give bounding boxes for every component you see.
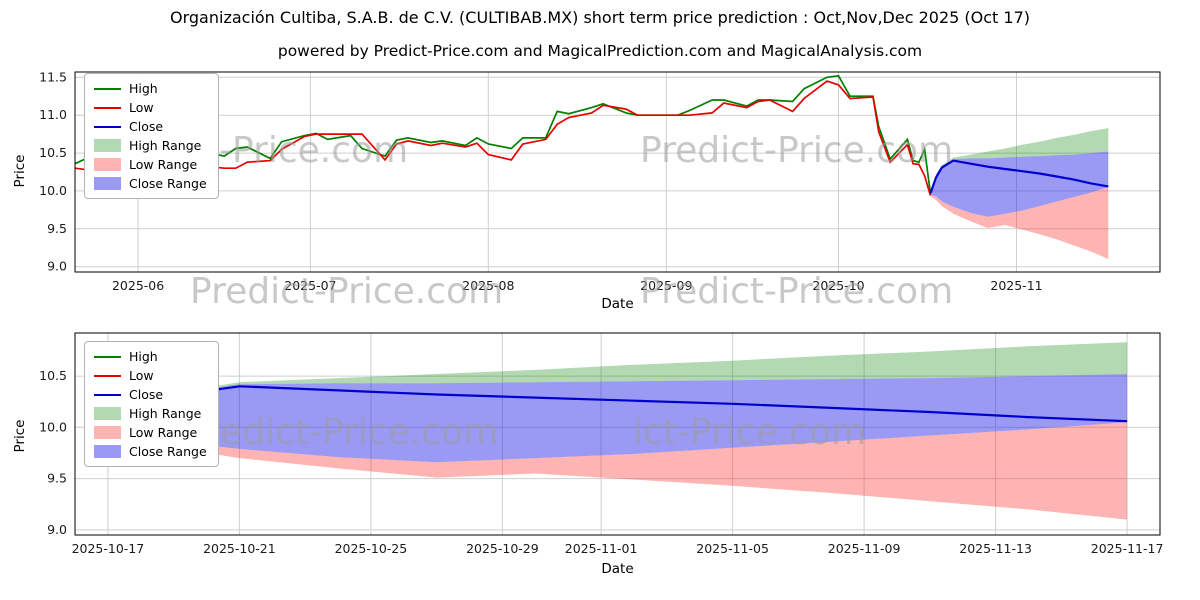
low-range-band [107,422,1128,520]
x-tick-label: 2025-11-09 [828,541,901,556]
legend-label: Low Range [129,425,198,440]
x-tick-label: 2025-11-17 [1091,541,1164,556]
low-range-band [930,187,1109,260]
grid: 9.0 9.5 10.0 10.5 11.0 11.5 2025-06 2025-07 2025… [39,69,1160,293]
legend-item-close-range: Close Range [94,444,207,459]
y-tick-label: 10.5 [39,368,67,383]
page-title: Organización Cultiba, S.A.B. de C.V. (CU… [170,8,1030,27]
bottom-chart: 9.0 9.5 10.0 10.5 2025-10-17 2025-10-21 2025-1… [39,332,1163,556]
y-tick-label: 9.0 [47,259,67,274]
top-chart: 9.0 9.5 10.0 10.5 11.0 11.5 2025-06 2025-07 2025… [39,69,1161,293]
close-line [929,159,1109,194]
low-swatch [94,106,121,109]
legend-item-low-range: Low Range [94,157,207,172]
bottom-x-axis-label: Date [601,561,634,577]
legend-item-close: Close [94,119,207,134]
legend-label: Close Range [129,176,207,191]
legend-item-low: Low [94,368,207,383]
legend-label: High Range [129,406,202,421]
x-tick-label: 2025-09 [640,278,692,293]
x-tick-label: 2025-11 [990,278,1042,293]
low-range-swatch [94,426,121,439]
x-tick-label: 2025-08 [462,278,514,293]
x-tick-label: 2025-07 [284,278,336,293]
y-tick-label: 9.5 [47,221,67,236]
legend-label: Low [129,368,154,383]
bottom-y-axis-label: Price [12,419,28,453]
close-range-band [107,374,1128,463]
legend-label: Close Range [129,444,207,459]
legend-item-close: Close [94,387,207,402]
low-range-swatch [94,158,121,171]
y-tick-label: 11.5 [39,69,67,84]
legend-label: Close [129,387,164,402]
legend-item-high: High [94,349,207,364]
close-range-band [930,151,1109,217]
legend-item-high-range: High Range [94,406,207,421]
legend-item-high: High [94,81,207,96]
high-range-swatch [94,139,121,152]
plot-border [74,332,1161,536]
x-tick-label: 2025-06 [112,278,164,293]
y-tick-label: 11.0 [39,107,67,122]
close-swatch [94,393,121,396]
legend-item-low: Low [94,100,207,115]
top-chart-legend: High Low Close High Range Low Range Close Ran… [84,73,219,199]
high-range-swatch [94,407,121,420]
x-tick-label: 2025-11-01 [565,541,638,556]
close-range-swatch [94,445,121,458]
low-swatch [94,374,121,377]
top-y-axis-label: Price [12,154,28,188]
close-range-swatch [94,177,121,190]
x-tick-label: 2025-10-17 [72,541,145,556]
x-tick-label: 2025-10-29 [466,541,539,556]
x-tick-label: 2025-10 [812,278,864,293]
legend-label: Close [129,119,164,134]
high-swatch [94,355,121,358]
chart-subtitle: powered by Predict-Price.com and Magical… [277,42,923,60]
high-range-band [930,128,1109,192]
close-swatch [94,125,121,128]
legend-item-high-range: High Range [94,138,207,153]
y-tick-label: 10.5 [39,145,67,160]
top-x-axis-label: Date [601,296,634,312]
legend-label: High [129,349,158,364]
legend-label: High Range [129,138,202,153]
x-tick-label: 2025-11-05 [696,541,769,556]
x-tick-label: 2025-11-13 [959,541,1032,556]
bottom-chart-legend: High Low Close High Range Low Range Close Ran… [84,341,219,467]
legend-label: High [129,81,158,96]
legend-label: Low [129,100,154,115]
x-tick-label: 2025-10-21 [203,541,276,556]
grid: 9.0 9.5 10.0 10.5 2025-10-17 2025-10-21 2025-1… [39,333,1163,556]
legend-label: Low Range [129,157,198,172]
legend-item-close-range: Close Range [94,176,207,191]
x-tick-label: 2025-10-25 [335,541,408,556]
y-tick-label: 9.5 [47,471,67,486]
y-tick-label: 9.0 [47,522,67,537]
high-range-band [107,342,1128,429]
high-swatch [94,87,121,90]
y-tick-label: 10.0 [39,183,67,198]
plot-border [74,71,1161,273]
y-tick-label: 10.0 [39,419,67,434]
legend-item-low-range: Low Range [94,425,207,440]
